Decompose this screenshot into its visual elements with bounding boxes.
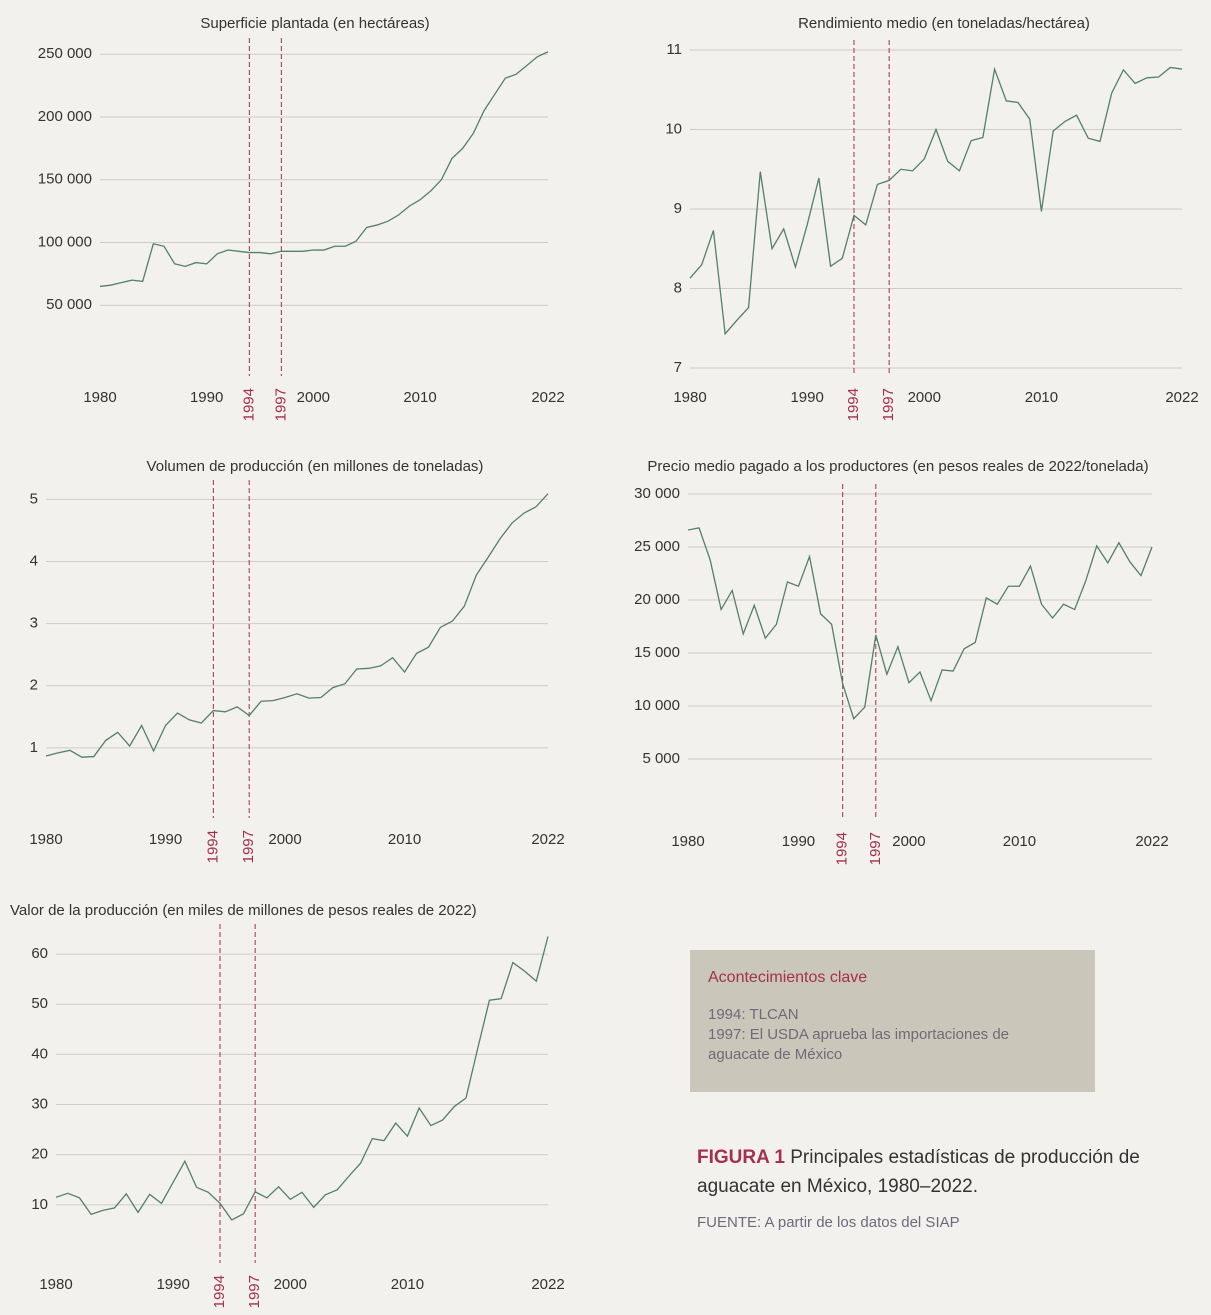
x-tick-label: 1990 bbox=[149, 831, 182, 848]
x-tick-label: 1980 bbox=[39, 1276, 72, 1293]
y-tick-label: 20 000 bbox=[634, 591, 680, 608]
y-tick-label: 5 000 bbox=[642, 750, 680, 767]
x-tick-label: 2022 bbox=[1135, 833, 1168, 850]
chart-title: Precio medio pagado a los productores (e… bbox=[647, 458, 1148, 475]
y-tick-label: 50 bbox=[31, 995, 48, 1012]
x-tick-label: 2022 bbox=[531, 1276, 564, 1293]
y-tick-label: 10 000 bbox=[634, 697, 680, 714]
x-tick-label: 2000 bbox=[908, 389, 941, 406]
event-label: 1997 bbox=[240, 830, 257, 863]
x-tick-label: 2010 bbox=[1025, 389, 1058, 406]
y-tick-label: 1 bbox=[30, 739, 38, 756]
y-tick-label: 10 bbox=[31, 1196, 48, 1213]
x-tick-label: 2010 bbox=[391, 1276, 424, 1293]
y-tick-label: 30 bbox=[31, 1096, 48, 1113]
x-tick-label: 1990 bbox=[790, 389, 823, 406]
y-tick-label: 30 000 bbox=[634, 485, 680, 502]
y-tick-label: 150 000 bbox=[38, 171, 92, 188]
x-tick-label: 2010 bbox=[1003, 833, 1036, 850]
chart-title: Superficie plantada (en hectáreas) bbox=[200, 15, 429, 32]
event-label: 1997 bbox=[246, 1275, 263, 1308]
x-tick-label: 2000 bbox=[268, 831, 301, 848]
y-tick-label: 4 bbox=[30, 552, 38, 569]
event-label: 1994 bbox=[845, 388, 862, 421]
x-tick-label: 1990 bbox=[782, 833, 815, 850]
x-tick-label: 1990 bbox=[190, 389, 223, 406]
key-events-title: Acontecimientos clave bbox=[708, 969, 867, 986]
x-tick-label: 1980 bbox=[673, 389, 706, 406]
data-line bbox=[55, 936, 549, 1221]
y-tick-label: 200 000 bbox=[38, 108, 92, 125]
y-tick-label: 8 bbox=[674, 279, 682, 296]
event-label: 1994 bbox=[834, 832, 851, 865]
y-tick-label: 11 bbox=[666, 41, 682, 58]
key-event: 1994: TLCAN bbox=[708, 1006, 799, 1023]
x-tick-label: 2022 bbox=[531, 831, 564, 848]
event-label: 1994 bbox=[240, 388, 257, 421]
y-tick-label: 7 bbox=[674, 359, 682, 376]
event-label: 1997 bbox=[867, 832, 884, 865]
chart-title: Valor de la producción (en miles de mill… bbox=[10, 902, 477, 919]
y-tick-label: 50 000 bbox=[46, 296, 92, 313]
data-line bbox=[45, 493, 549, 758]
x-tick-label: 2000 bbox=[297, 389, 330, 406]
caption-label: FIGURA 1 bbox=[697, 1147, 785, 1168]
y-tick-label: 60 bbox=[31, 945, 48, 962]
y-tick-label: 15 000 bbox=[634, 644, 680, 661]
y-tick-label: 25 000 bbox=[634, 538, 680, 555]
event-label: 1994 bbox=[204, 830, 221, 863]
x-tick-label: 1990 bbox=[156, 1276, 189, 1293]
x-tick-label: 1980 bbox=[83, 389, 116, 406]
y-tick-label: 40 bbox=[31, 1045, 48, 1062]
data-line bbox=[689, 66, 1183, 336]
x-tick-label: 2000 bbox=[274, 1276, 307, 1293]
chart-title: Volumen de producción (en millones de to… bbox=[147, 458, 484, 475]
y-tick-label: 9 bbox=[674, 200, 682, 217]
data-line bbox=[687, 527, 1153, 720]
y-tick-label: 20 bbox=[31, 1146, 48, 1163]
y-tick-label: 3 bbox=[30, 615, 38, 632]
caption-line: FIGURA 1 Principales estadísticas de pro… bbox=[697, 1147, 1140, 1168]
x-tick-label: 2022 bbox=[531, 389, 564, 406]
y-tick-label: 2 bbox=[30, 677, 38, 694]
key-event: aguacate de México bbox=[708, 1046, 842, 1063]
key-events-box bbox=[690, 950, 1095, 1092]
event-label: 1997 bbox=[272, 388, 289, 421]
x-tick-label: 1980 bbox=[671, 833, 704, 850]
y-tick-label: 100 000 bbox=[38, 233, 92, 250]
y-tick-label: 5 bbox=[30, 490, 38, 507]
caption-text: aguacate en México, 1980–2022. bbox=[697, 1176, 978, 1197]
caption-text: Principales estadísticas de producción d… bbox=[790, 1147, 1140, 1168]
data-line bbox=[99, 51, 549, 288]
x-tick-label: 2010 bbox=[388, 831, 421, 848]
event-label: 1994 bbox=[211, 1275, 228, 1308]
x-tick-label: 1980 bbox=[29, 831, 62, 848]
event-label: 1997 bbox=[880, 388, 897, 421]
y-tick-label: 10 bbox=[665, 120, 682, 137]
chart-title: Rendimiento medio (en toneladas/hectárea… bbox=[798, 15, 1090, 32]
source: FUENTE: A partir de los datos del SIAP bbox=[697, 1214, 960, 1231]
x-tick-label: 2000 bbox=[892, 833, 925, 850]
x-tick-label: 2022 bbox=[1165, 389, 1198, 406]
key-event: 1997: El USDA aprueba las importaciones … bbox=[708, 1026, 1009, 1043]
y-tick-label: 250 000 bbox=[38, 45, 92, 62]
x-tick-label: 2010 bbox=[403, 389, 436, 406]
